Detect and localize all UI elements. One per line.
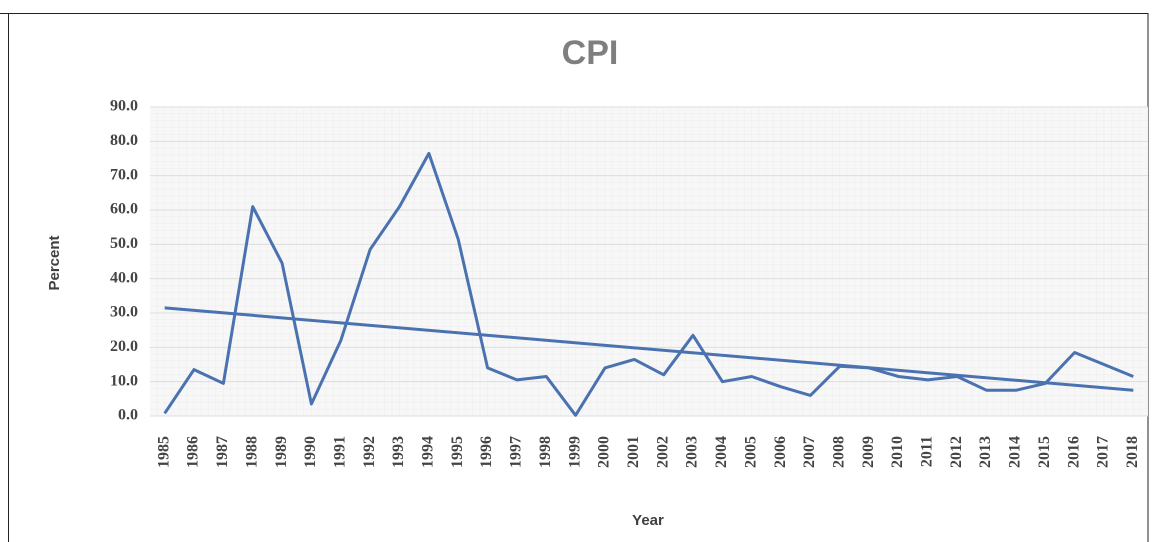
y-axis-label: Percent bbox=[46, 235, 63, 290]
x-tick-label: 2000 bbox=[596, 436, 613, 468]
x-tick-label: 1988 bbox=[243, 436, 260, 468]
y-tick-label: 10.0 bbox=[110, 372, 138, 389]
x-tick-label: 1991 bbox=[331, 436, 348, 468]
x-tick-label: 2005 bbox=[742, 436, 759, 468]
minor-grid bbox=[150, 107, 1148, 416]
y-tick-label: 70.0 bbox=[110, 166, 138, 183]
y-tick-label: 90.0 bbox=[110, 98, 138, 115]
x-tick-label: 1992 bbox=[361, 436, 378, 468]
x-tick-label: 2011 bbox=[919, 436, 936, 467]
x-tick-label: 1990 bbox=[302, 436, 319, 468]
x-tick-label: 1996 bbox=[478, 436, 495, 468]
y-tick-label: 30.0 bbox=[110, 304, 138, 321]
y-tick-label: 80.0 bbox=[110, 132, 138, 149]
x-tick-label: 2017 bbox=[1095, 436, 1112, 468]
x-tick-label: 1986 bbox=[185, 436, 202, 468]
x-tick-label: 2013 bbox=[977, 436, 994, 468]
x-tick-label: 1993 bbox=[390, 436, 407, 468]
x-axis-label: Year bbox=[632, 512, 664, 529]
x-tick-label: 1997 bbox=[508, 436, 525, 468]
x-tick-label: 2004 bbox=[713, 436, 730, 468]
x-tick-label: 1995 bbox=[449, 436, 466, 468]
x-tick-label: 1999 bbox=[566, 436, 583, 468]
y-tick-label: 40.0 bbox=[110, 269, 138, 286]
x-tick-label: 1989 bbox=[273, 436, 290, 468]
x-tick-label: 2007 bbox=[801, 436, 818, 468]
x-tick-label: 2016 bbox=[1065, 436, 1082, 468]
y-tick-label: 20.0 bbox=[110, 338, 138, 355]
x-tick-label: 2014 bbox=[1007, 436, 1024, 468]
x-tick-label: 2012 bbox=[948, 436, 965, 468]
y-tick-label: 0.0 bbox=[118, 407, 138, 424]
x-tick-label: 1987 bbox=[214, 436, 231, 468]
x-tick-label: 1985 bbox=[155, 436, 172, 468]
trend-line bbox=[164, 306, 1134, 392]
data-line bbox=[163, 151, 1134, 417]
x-tick-label: 2010 bbox=[889, 436, 906, 468]
x-tick-label: 2015 bbox=[1036, 436, 1053, 468]
chart-title: CPI bbox=[562, 34, 619, 72]
x-tick-label: 2009 bbox=[860, 436, 877, 468]
x-tick-label: 1998 bbox=[537, 436, 554, 468]
x-tick-label: 2003 bbox=[684, 436, 701, 468]
x-tick-label: 2006 bbox=[772, 436, 789, 468]
x-tick-label: 2018 bbox=[1124, 436, 1141, 468]
y-tick-label: 50.0 bbox=[110, 235, 138, 252]
x-tick-label: 2008 bbox=[830, 436, 847, 468]
x-tick-label: 1994 bbox=[420, 436, 437, 468]
y-tick-label: 60.0 bbox=[110, 201, 138, 218]
x-tick-label: 2002 bbox=[654, 436, 671, 468]
x-tick-label: 2001 bbox=[625, 436, 642, 468]
